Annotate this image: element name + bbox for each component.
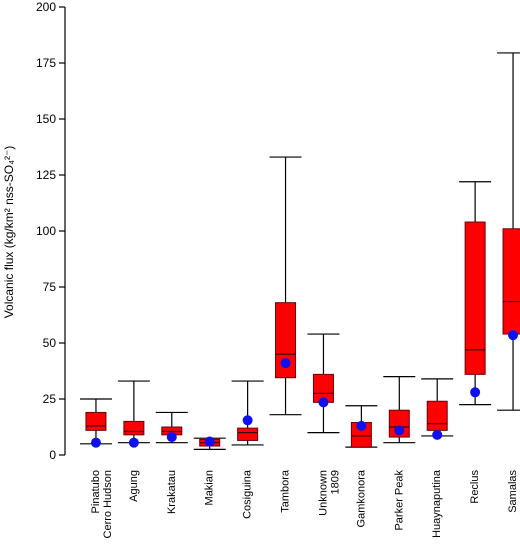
points: [90, 330, 519, 448]
category-label: Krakatau: [166, 470, 178, 514]
category-labels: PinatuboCerro Hudson Agung Krakatau Makian C…: [90, 469, 519, 538]
box-huaynaputina: [421, 378, 454, 437]
category-label: Reclus: [469, 470, 481, 504]
axes: 0 25 50 75 100 125 150 175 200: [36, 0, 66, 462]
boxes: [79, 52, 520, 450]
box-cosiguina: [231, 380, 264, 446]
y-tick-label: 25: [43, 392, 57, 406]
category-label: Unknown1809: [317, 470, 341, 516]
category-label: Parker Peak: [393, 470, 405, 531]
y-tick-label: 200: [36, 0, 56, 14]
mean-point: [204, 436, 215, 447]
box-samalas: [497, 52, 520, 411]
mean-point: [318, 397, 329, 408]
category-label: PinatuboCerro Hudson: [90, 470, 114, 538]
category-label-line: Cerro Hudson: [102, 470, 114, 538]
box-iqr: [237, 427, 259, 441]
box-iqr: [502, 228, 520, 335]
y-tick-label: 125: [36, 168, 56, 182]
mean-point: [90, 437, 101, 448]
mean-point: [166, 432, 177, 443]
y-axis-title: Volcanic flux (kg/km² nss-SO₄²⁻): [2, 146, 16, 319]
mean-point: [242, 415, 253, 426]
category-label: Tambora: [280, 469, 292, 513]
category-label: Huaynaputina: [431, 469, 443, 538]
box-agung: [117, 380, 150, 444]
y-tick-label: 100: [36, 224, 56, 238]
category-label: Samalas: [507, 470, 519, 513]
category-label-line: Unknown: [317, 470, 329, 516]
mean-point: [432, 429, 443, 440]
mean-point: [508, 330, 519, 341]
box-tambora: [269, 156, 302, 416]
y-tick-label: 75: [43, 280, 57, 294]
box-pinatubo-cerro-hudson: [79, 398, 112, 445]
mean-point: [128, 437, 139, 448]
box-unknown-1809: [307, 333, 340, 434]
category-label-line: 1809: [329, 470, 341, 494]
category-label: Cosiguina: [242, 469, 254, 519]
category-label-line: Pinatubo: [90, 470, 102, 513]
y-tick-label: 50: [43, 336, 57, 350]
mean-point: [356, 420, 367, 431]
box-reclus: [459, 181, 492, 406]
category-label: Agung: [128, 470, 140, 502]
mean-point: [394, 425, 405, 436]
y-tick-label: 150: [36, 112, 56, 126]
box-iqr: [464, 221, 486, 375]
mean-point: [280, 358, 291, 369]
box-iqr: [123, 420, 145, 436]
box-iqr: [85, 411, 107, 431]
y-tick-label: 0: [49, 448, 56, 462]
category-label: Makian: [204, 470, 216, 505]
box-iqr: [426, 400, 448, 431]
y-tick-label: 175: [36, 56, 56, 70]
mean-point: [470, 387, 481, 398]
category-label: Gamkonora: [355, 469, 367, 527]
box-iqr: [275, 302, 297, 379]
